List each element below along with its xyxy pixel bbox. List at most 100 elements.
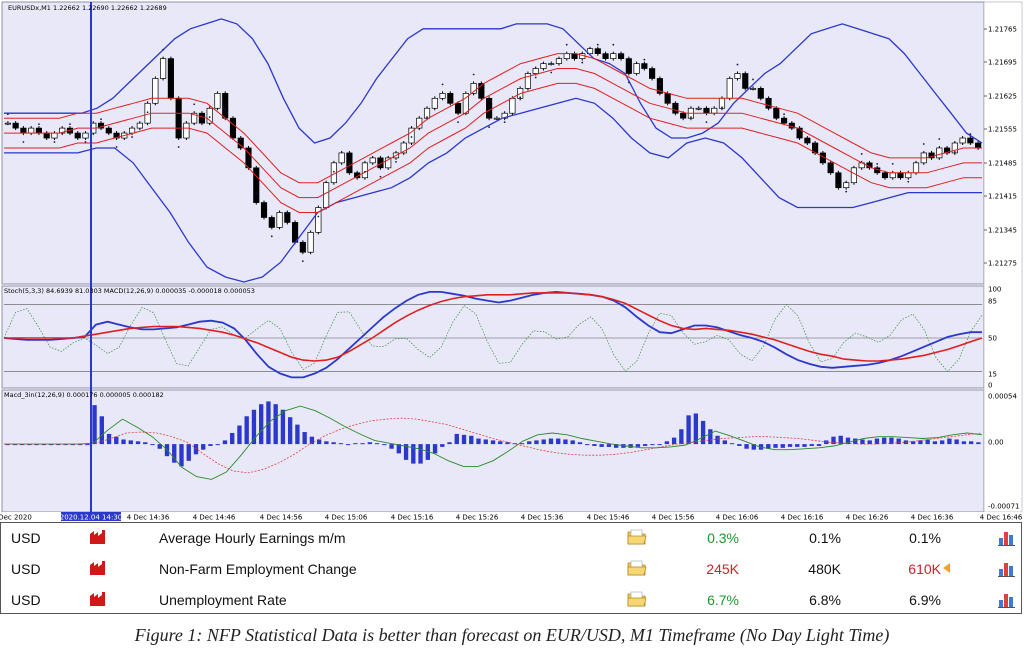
candle-body [796,127,803,139]
candle-body [967,137,974,144]
macd-bar [353,443,358,445]
candle-body [765,97,772,109]
macd-bar [816,444,822,446]
macd-bar [650,444,655,446]
macd-bar [498,441,503,445]
sar-dot [922,143,925,145]
macd-bar [454,433,459,445]
macd-bar [939,440,945,445]
candle-body [951,142,958,154]
sar-dot [658,83,661,86]
candle-body [129,127,136,134]
price-tick-label: 1.21415 [988,193,1017,201]
stoch-tick-label: 100 [988,286,1001,294]
inner-band-upper-line [4,53,982,184]
macd-bar [48,444,54,446]
time-tick-label: 4 Dec 15:46 [587,514,630,522]
candle-body [804,137,811,144]
candle-body [43,132,50,139]
stochastic-lines [3,290,983,379]
macd-bar [259,404,264,445]
folder-icon[interactable] [627,559,647,577]
macd-bar [41,444,47,446]
macd-bar [925,439,930,445]
macd-lines [4,405,983,480]
sar-dot [286,212,289,215]
candle-body [455,102,462,114]
candle-body [59,127,66,134]
macd-bar [295,424,300,445]
figure-caption: Figure 1: NFP Statistical Data is better… [134,625,890,645]
sar-dot [829,162,832,165]
macd-bar [121,439,126,445]
candle-body [773,107,780,119]
macd-bar [186,444,191,461]
macd-bar [947,438,952,445]
macd-bar [12,444,18,446]
macd-bar [556,438,561,445]
macd-bar [208,444,213,446]
sar-dot [565,43,568,46]
time-tick-label: 4 Dec 15:56 [652,514,695,522]
sar-dot [690,116,692,119]
macd-tick-label: 0.00 [988,439,1004,447]
macd-bar [92,405,97,445]
price-tick-label: 1.21765 [988,26,1017,34]
time-tick-label: 4 Dec 16:06 [716,514,759,522]
candle-body [493,117,500,120]
folder-icon[interactable] [627,528,647,546]
price-tick-label: 1.21485 [988,160,1017,168]
macd-bar [729,443,735,445]
sar-dot [721,106,723,109]
sar-dot [69,123,71,126]
macd-bar [657,444,662,446]
macd-bar [845,437,851,445]
bar-chart-icon[interactable] [997,590,1017,608]
macd-bar [679,429,684,445]
candle-body [51,132,58,139]
sar-dot [426,116,428,119]
macd-bar [273,404,278,445]
sar-dot [84,141,87,143]
event-row[interactable]: USD Non-Farm Employment Change 245K 480K… [1,554,1021,584]
sar-dot [845,190,848,193]
macd-bar [831,436,836,445]
bar-chart-icon[interactable] [997,528,1017,546]
macd-bar [853,438,858,445]
candle-body [664,93,671,104]
time-tick-label: 4 Dec 16:36 [911,514,954,522]
candle-body [268,217,275,228]
candle-body [167,58,174,99]
sar-dot [612,43,615,46]
macd-bar [744,444,749,449]
macd-bar [476,438,481,445]
event-row[interactable]: USD Unemployment Rate 6.7% 6.8% 6.9% [1,585,1021,615]
sar-dot [441,83,444,86]
candle-body [74,132,81,139]
stoch-tick-label: 15 [988,371,997,379]
candle-body [881,172,889,179]
macd-bar [751,444,756,450]
macd-bar [411,444,416,464]
macd-bar [469,435,474,445]
candle-body [423,107,431,119]
macd-bar [244,416,249,445]
macd-bar [809,444,814,446]
bollinger-bands [4,18,983,283]
macd-bar [693,413,699,445]
folder-icon[interactable] [627,590,647,608]
bar-chart-icon[interactable] [997,559,1017,577]
sar-dot [953,151,956,153]
macd-bar [715,435,720,445]
candle-body [749,88,757,90]
event-row[interactable]: USD Average Hourly Earnings m/m 0.3% 0.1… [1,523,1021,553]
sar-dot [814,143,817,145]
macd-bar [418,444,423,464]
macd-bar [708,429,713,445]
macd-bar [671,437,677,445]
sar-dot [550,71,553,74]
event-currency: USD [11,561,41,577]
candle-body [680,112,687,119]
macd-bar [403,444,409,460]
macd-bar [172,444,177,463]
